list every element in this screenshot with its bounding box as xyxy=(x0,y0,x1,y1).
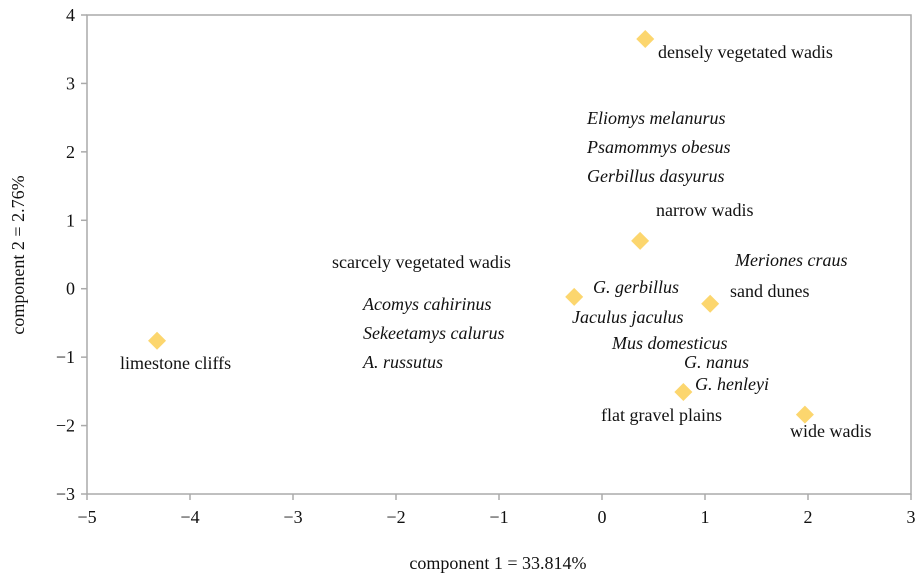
point-label: limestone cliffs xyxy=(120,353,231,373)
species-label: Meriones craus xyxy=(734,250,847,270)
x-tick-label: 1 xyxy=(701,507,710,527)
y-tick-label: 4 xyxy=(66,5,75,25)
x-tick-label: −3 xyxy=(283,507,302,527)
point-label: flat gravel plains xyxy=(601,405,722,425)
species-label: G. gerbillus xyxy=(593,277,679,297)
point xyxy=(701,294,720,313)
species-label: Eliomys melanurus xyxy=(586,108,726,128)
species-label: G. nanus xyxy=(684,352,749,372)
point-label: narrow wadis xyxy=(656,200,753,220)
point xyxy=(636,29,655,48)
species-label: Gerbillus dasyurus xyxy=(587,166,725,186)
species-label: A. russutus xyxy=(362,352,443,372)
y-tick-label: −2 xyxy=(56,416,75,436)
point-label: sand dunes xyxy=(730,281,810,301)
y-tick-label: 2 xyxy=(66,142,75,162)
x-tick-label: −4 xyxy=(180,507,199,527)
point-label: wide wadis xyxy=(790,421,871,441)
x-tick-label: 0 xyxy=(598,507,607,527)
x-tick-label: 3 xyxy=(907,507,916,527)
x-tick-label: −2 xyxy=(386,507,405,527)
y-tick-label: 3 xyxy=(66,73,75,93)
x-tick-label: 2 xyxy=(804,507,813,527)
point-label: densely vegetated wadis xyxy=(658,42,833,62)
x-tick-label: −1 xyxy=(489,507,508,527)
species-label: Acomys cahirinus xyxy=(362,294,491,314)
species-label: Sekeetamys calurus xyxy=(363,323,504,343)
y-tick-label: −1 xyxy=(56,347,75,367)
point xyxy=(631,231,650,250)
point-label: scarcely vegetated wadis xyxy=(332,252,511,272)
point xyxy=(674,383,693,402)
point xyxy=(795,405,814,424)
y-tick-label: 0 xyxy=(66,279,75,299)
x-axis-label: component 1 = 33.814% xyxy=(409,553,586,573)
point xyxy=(565,287,584,306)
species-label: Psamommys obesus xyxy=(586,137,731,157)
y-tick-label: 1 xyxy=(66,210,75,230)
y-axis-label: component 2 = 2.76% xyxy=(8,175,28,334)
species-label: Mus domesticus xyxy=(611,333,728,353)
species-label: Jaculus jaculus xyxy=(572,307,683,327)
species-label: G. henleyi xyxy=(695,374,769,394)
x-tick-label: −5 xyxy=(77,507,96,527)
point xyxy=(148,331,167,350)
y-tick-label: −3 xyxy=(56,484,75,504)
